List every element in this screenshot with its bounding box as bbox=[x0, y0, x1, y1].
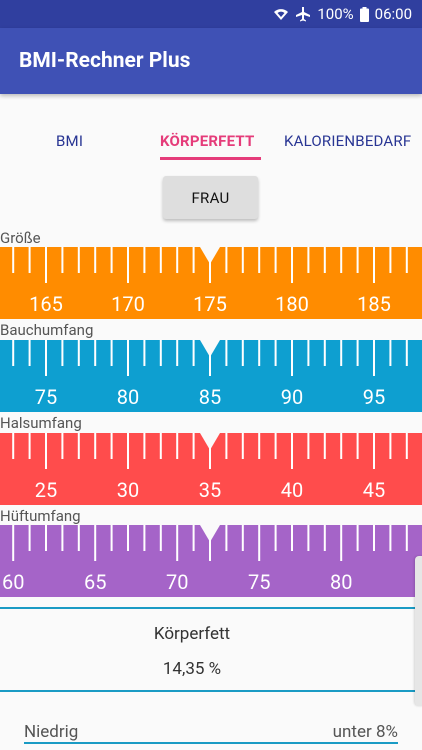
range-underline bbox=[24, 742, 398, 744]
ruler-hueftumfang[interactable]: 60 65 70 75 80 bbox=[0, 525, 422, 597]
edge-panel-handle[interactable] bbox=[415, 556, 422, 706]
ruler-tick-label: 180 bbox=[275, 292, 309, 316]
ruler-tick-label: 90 bbox=[281, 385, 303, 409]
result-divider-top bbox=[0, 607, 422, 609]
ruler-scale: 60 65 70 75 80 bbox=[0, 525, 422, 597]
app-bar: BMI-Rechner Plus bbox=[0, 28, 422, 94]
ruler-tick-label: 60 bbox=[2, 570, 24, 594]
ruler-tick-label: 35 bbox=[199, 478, 221, 502]
tab-koerperfett[interactable]: KÖRPERFETT bbox=[160, 132, 255, 150]
app-title: BMI-Rechner Plus bbox=[19, 49, 191, 73]
ruler-pointer bbox=[200, 525, 220, 542]
tab-bar: BMI KÖRPERFETT KALORIENBEDARF bbox=[0, 94, 422, 168]
ruler-label-hueftumfang: Hüftumfang bbox=[0, 507, 81, 525]
ruler-pointer bbox=[200, 247, 220, 264]
gender-button[interactable]: FRAU bbox=[163, 176, 258, 219]
ruler-groesse[interactable]: 165 170 175 180 185 bbox=[0, 247, 422, 319]
ruler-tick-label: 65 bbox=[84, 570, 106, 594]
ruler-pointer bbox=[200, 340, 220, 357]
range-threshold: unter 8% bbox=[332, 722, 398, 742]
tab-kalorienbedarf[interactable]: KALORIENBEDARF bbox=[284, 132, 412, 150]
result-divider-bottom bbox=[0, 690, 422, 692]
active-tab-indicator bbox=[160, 157, 261, 160]
result-value: 14,35 % bbox=[162, 659, 222, 679]
tab-bmi[interactable]: BMI bbox=[56, 132, 84, 150]
ruler-tick-label: 75 bbox=[248, 570, 270, 594]
ruler-tick-label: 165 bbox=[29, 292, 63, 316]
ruler-scale: 25 30 35 40 45 bbox=[0, 433, 422, 505]
ruler-pointer bbox=[200, 433, 220, 450]
range-row: Niedrig unter 8% bbox=[24, 722, 398, 742]
ruler-tick-label: 30 bbox=[117, 478, 139, 502]
ruler-tick-label: 85 bbox=[199, 385, 221, 409]
ruler-label-bauchumfang: Bauchumfang bbox=[0, 321, 94, 339]
ruler-tick-label: 45 bbox=[363, 478, 385, 502]
airplane-icon bbox=[296, 7, 311, 22]
ruler-bauchumfang[interactable]: 707580859095 bbox=[0, 340, 422, 412]
ruler-scale: 165 170 175 180 185 bbox=[0, 247, 422, 319]
ruler-tick-label: 95 bbox=[363, 385, 385, 409]
wifi-icon bbox=[274, 9, 289, 20]
ruler-tick-label: 40 bbox=[281, 478, 303, 502]
ruler-tick-label: 75 bbox=[35, 385, 57, 409]
ruler-tick-label: 80 bbox=[117, 385, 139, 409]
ruler-tick-label: 70 bbox=[166, 570, 188, 594]
ruler-scale: 707580859095 bbox=[0, 340, 422, 412]
ruler-tick-label: 170 bbox=[111, 292, 145, 316]
ruler-tick-label: 25 bbox=[35, 478, 57, 502]
ruler-tick-label: 175 bbox=[193, 292, 227, 316]
battery-icon bbox=[359, 6, 369, 22]
ruler-label-groesse: Größe bbox=[0, 229, 41, 247]
status-bar: 100% 06:00 bbox=[0, 0, 422, 28]
ruler-tick-label: 80 bbox=[330, 570, 352, 594]
battery-percent: 100% bbox=[317, 5, 354, 23]
range-category: Niedrig bbox=[24, 722, 79, 742]
result-title: Körperfett bbox=[153, 624, 231, 644]
ruler-label-halsumfang: Halsumfang bbox=[0, 414, 82, 432]
clock: 06:00 bbox=[374, 5, 412, 23]
ruler-halsumfang[interactable]: 25 30 35 40 45 bbox=[0, 433, 422, 505]
ruler-tick-label: 185 bbox=[357, 292, 391, 316]
